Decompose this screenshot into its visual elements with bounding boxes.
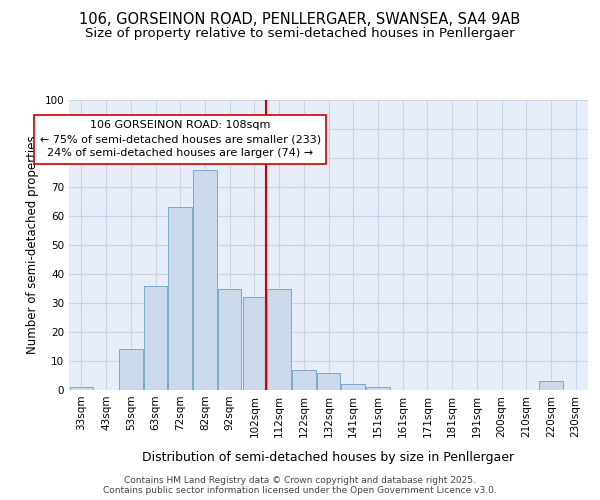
Bar (193, 170, 217, 390)
Text: 106, GORSEINON ROAD, PENLLERGAER, SWANSEA, SA4 9AB: 106, GORSEINON ROAD, PENLLERGAER, SWANSE… (79, 12, 521, 28)
Bar (292, 370, 316, 390)
Bar (70, 387, 93, 390)
Text: Contains HM Land Registry data © Crown copyright and database right 2025.
Contai: Contains HM Land Registry data © Crown c… (103, 476, 497, 495)
Bar (317, 372, 340, 390)
X-axis label: Distribution of semi-detached houses by size in Penllergaer: Distribution of semi-detached houses by … (142, 451, 515, 464)
Bar (169, 208, 192, 390)
Bar (144, 286, 167, 390)
Bar (218, 288, 241, 390)
Bar (341, 384, 365, 390)
Bar (268, 288, 291, 390)
Bar (242, 297, 266, 390)
Bar (366, 387, 389, 390)
Text: 106 GORSEINON ROAD: 108sqm
← 75% of semi-detached houses are smaller (233)
24% o: 106 GORSEINON ROAD: 108sqm ← 75% of semi… (40, 120, 321, 158)
Bar (539, 382, 563, 390)
Text: Size of property relative to semi-detached houses in Penllergaer: Size of property relative to semi-detach… (85, 28, 515, 40)
Bar (119, 350, 143, 390)
Y-axis label: Number of semi-detached properties: Number of semi-detached properties (26, 136, 39, 354)
